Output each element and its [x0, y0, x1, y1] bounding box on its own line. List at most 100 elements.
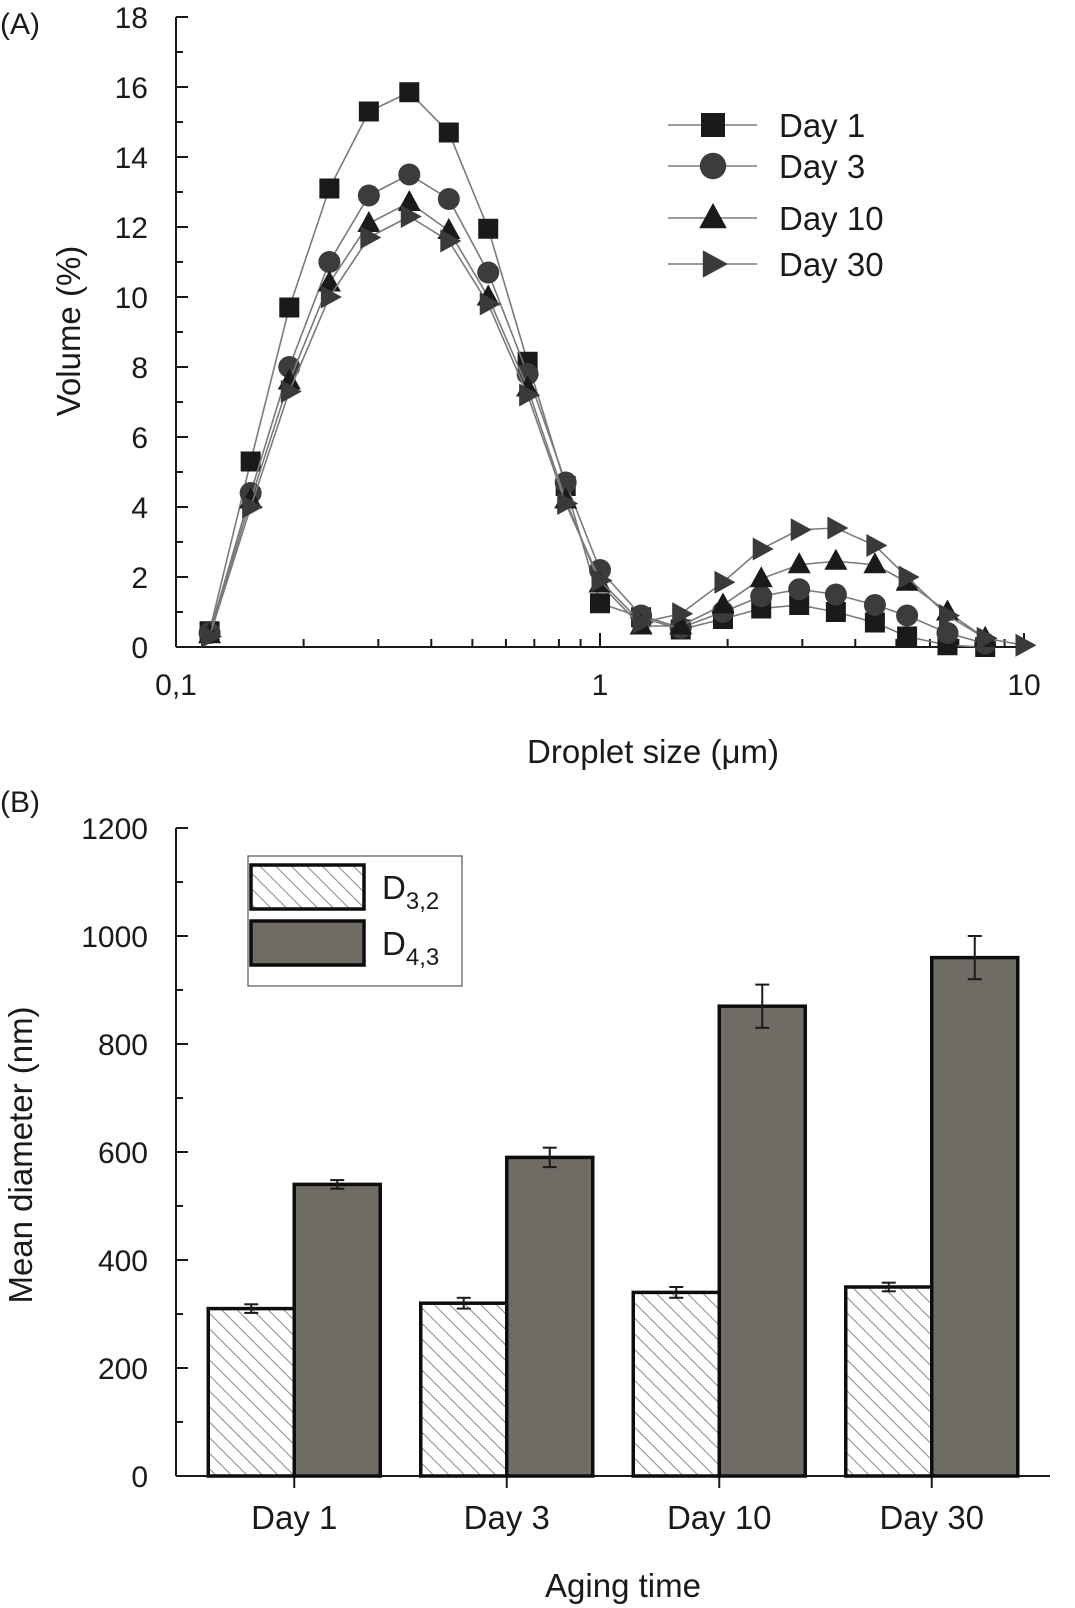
- bar-d43: [505, 1155, 595, 1478]
- y-tick-label: 600: [98, 1137, 148, 1170]
- legend-marker: [699, 203, 727, 229]
- data-point: [278, 356, 301, 378]
- legend-label-subscript: 4,3: [406, 944, 439, 971]
- legend: D3,2D4,3: [247, 855, 463, 987]
- panel-b-bar-chart: (B) Mean diameter (nm) Aging time 0 200 40…: [0, 786, 1050, 1604]
- legend-item: Day 30: [668, 246, 884, 283]
- data-point: [897, 626, 918, 647]
- legend-label: Day 30: [779, 246, 884, 283]
- legend-label: D4,3: [382, 925, 439, 971]
- data-point: [590, 593, 610, 614]
- data-point: [479, 292, 501, 316]
- data-point: [477, 261, 500, 284]
- data-point: [827, 516, 849, 540]
- y-tick-label: 200: [98, 1353, 148, 1386]
- data-point: [242, 495, 264, 519]
- legend-label-base: D: [382, 869, 406, 906]
- legend-label-subscript: 3,2: [406, 888, 439, 915]
- data-point: [318, 251, 341, 273]
- data-point: [714, 570, 736, 594]
- data-point: [787, 552, 811, 574]
- data-point: [866, 534, 888, 557]
- data-point: [864, 612, 885, 633]
- legend-label: D3,2: [382, 869, 439, 915]
- data-point: [201, 625, 223, 648]
- y-tick-label: 12: [115, 212, 148, 245]
- data-point: [358, 101, 379, 122]
- y-tick-label: 6: [131, 422, 148, 455]
- data-point: [863, 552, 887, 574]
- data-point: [790, 518, 812, 542]
- data-point: [824, 583, 847, 606]
- y-tick-label: 400: [98, 1245, 148, 1278]
- data-point: [279, 297, 300, 318]
- data-point: [825, 602, 846, 622]
- x-tick-label: Day 30: [879, 1499, 984, 1536]
- data-point: [400, 205, 422, 228]
- data-point: [936, 622, 959, 644]
- series-day-30: [201, 205, 1037, 657]
- y-tick-label: 0: [131, 632, 148, 665]
- panel-a-label: (A): [0, 8, 40, 41]
- data-point: [752, 537, 774, 561]
- data-point: [824, 548, 848, 570]
- bar-d32: [206, 1306, 296, 1478]
- data-point: [632, 611, 654, 634]
- legend-label: Day 10: [779, 200, 884, 237]
- data-point: [591, 569, 613, 592]
- bar-d32: [631, 1290, 721, 1478]
- data-point: [320, 285, 342, 309]
- legend-marker: [702, 250, 728, 278]
- data-point: [478, 218, 499, 239]
- bar-d32: [419, 1301, 509, 1478]
- data-point: [1015, 633, 1037, 657]
- y-tick-label: 10: [115, 282, 148, 315]
- data-point: [788, 578, 811, 601]
- data-point: [516, 363, 539, 385]
- x-tick-label: 10: [1007, 669, 1040, 702]
- y-tick-label: 14: [115, 142, 148, 175]
- bar-d32: [844, 1285, 934, 1478]
- data-point: [360, 226, 382, 249]
- data-point: [317, 270, 341, 292]
- y-tick-label: 1200: [81, 813, 148, 846]
- y-axis-title: Volume (%): [50, 246, 87, 417]
- data-point: [437, 188, 460, 210]
- data-point: [938, 604, 960, 627]
- legend-item: D3,2: [249, 863, 439, 915]
- y-tick-label: 16: [115, 72, 148, 105]
- panel-b-label: (B): [0, 786, 40, 819]
- data-point: [711, 592, 735, 614]
- y-tick-label: 1000: [81, 921, 148, 954]
- legend-swatch: [249, 863, 366, 911]
- legend-item: D4,3: [249, 919, 439, 971]
- x-axis-title: Droplet size (μm): [527, 733, 779, 770]
- bar-d43: [930, 955, 1020, 1478]
- x-tick-label: Day 10: [667, 1499, 772, 1536]
- data-point: [399, 82, 420, 103]
- series-line: [208, 215, 1025, 647]
- data-point: [397, 190, 421, 211]
- data-point: [557, 492, 579, 515]
- data-point: [398, 163, 421, 186]
- data-point: [898, 565, 920, 589]
- legend-marker: [701, 113, 725, 137]
- data-point: [750, 585, 773, 608]
- data-point: [519, 383, 541, 407]
- x-tick-label: 0,1: [155, 669, 197, 702]
- data-point: [357, 184, 380, 207]
- x-axis-title: Aging time: [545, 1567, 701, 1604]
- data-point: [863, 594, 886, 616]
- legend-label: Day 3: [779, 148, 865, 185]
- data-point: [789, 595, 810, 615]
- data-point: [440, 229, 462, 253]
- legend-item: Day 3: [668, 148, 865, 185]
- y-tick-label: 4: [131, 492, 148, 525]
- panel-a-line-chart: (A) Volume (%) Droplet size (μm) 0246810…: [0, 2, 1041, 770]
- data-point: [438, 122, 459, 143]
- legend-label-base: D: [382, 925, 406, 962]
- data-point: [240, 451, 261, 472]
- data-point: [357, 211, 381, 232]
- y-tick-label: 18: [115, 2, 148, 35]
